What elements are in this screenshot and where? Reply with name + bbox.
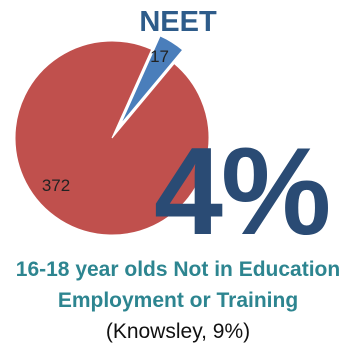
caption-line-3: (Knowsley, 9%) [105,320,251,343]
headline-percentage: 4% [154,123,331,261]
pie-slice-not-neet [14,40,210,236]
data-label-neet: 17 [150,47,169,66]
chart-title: NEET [139,6,217,38]
pie-slice-neet [120,35,184,125]
caption-line-2: Employment or Training [57,289,299,312]
caption-line-1: 16-18 year olds Not in Education [15,258,341,281]
data-label-not-neet: 372 [42,176,70,195]
